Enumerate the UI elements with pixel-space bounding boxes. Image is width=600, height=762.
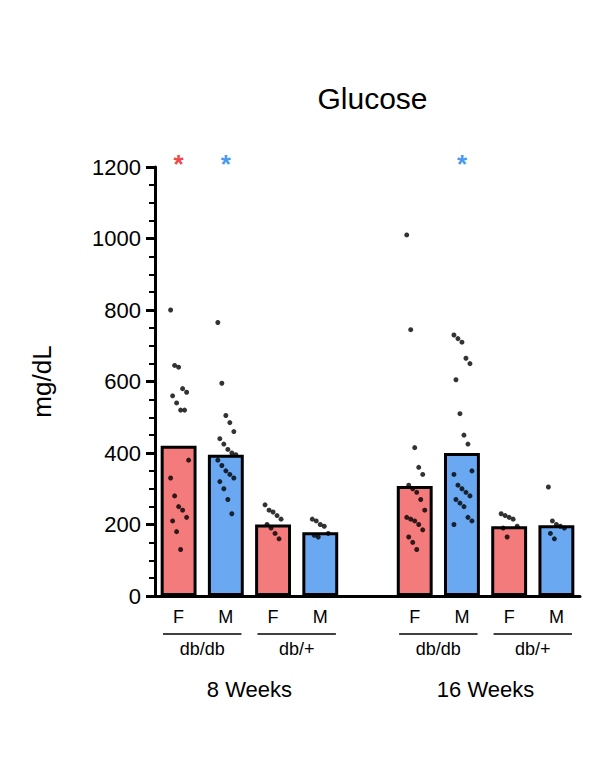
svg-text:0: 0	[129, 584, 141, 609]
svg-text:1200: 1200	[92, 155, 141, 180]
svg-text:db/db: db/db	[180, 639, 225, 659]
svg-text:db/+: db/+	[279, 639, 315, 659]
svg-text:mg/dL: mg/dL	[27, 345, 57, 417]
svg-text:M: M	[454, 607, 469, 627]
svg-text:400: 400	[104, 441, 141, 466]
svg-text:db/db: db/db	[416, 639, 461, 659]
svg-text:16 Weeks: 16 Weeks	[437, 677, 534, 702]
svg-text:F: F	[409, 607, 420, 627]
svg-text:*: *	[221, 149, 232, 179]
svg-text:600: 600	[104, 369, 141, 394]
svg-text:1000: 1000	[92, 226, 141, 251]
svg-text:*: *	[457, 149, 468, 179]
svg-text:F: F	[173, 607, 184, 627]
svg-text:800: 800	[104, 298, 141, 323]
svg-text:M: M	[218, 607, 233, 627]
svg-text:Glucose: Glucose	[317, 82, 427, 115]
svg-text:M: M	[313, 607, 328, 627]
svg-text:8 Weeks: 8 Weeks	[207, 677, 292, 702]
svg-text:M: M	[549, 607, 564, 627]
svg-text:db/+: db/+	[515, 639, 551, 659]
svg-text:F: F	[268, 607, 279, 627]
svg-text:F: F	[504, 607, 515, 627]
svg-text:*: *	[174, 149, 185, 179]
svg-text:200: 200	[104, 512, 141, 537]
